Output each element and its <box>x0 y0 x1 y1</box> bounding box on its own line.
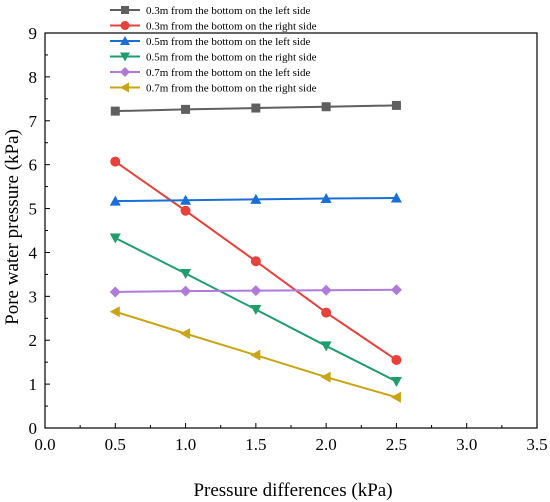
x-tick-label: 0.5 <box>105 435 126 454</box>
y-tick-label: 7 <box>29 112 38 131</box>
data-point <box>180 285 192 297</box>
legend-item-5: 0.7m from the bottom on the left side <box>110 67 310 79</box>
y-tick-label: 8 <box>29 68 38 87</box>
x-tick-label: 2.0 <box>316 435 337 454</box>
data-point <box>320 371 331 383</box>
data-point <box>321 102 331 112</box>
x-tick-label: 3.5 <box>526 435 547 454</box>
y-tick-label: 1 <box>29 375 38 394</box>
data-point <box>109 233 121 244</box>
data-point <box>180 328 191 340</box>
y-axis-title: Pore water pressure (kPa) <box>2 129 23 325</box>
legend-label: 0.3m from the bottom on the right side <box>146 21 317 33</box>
legend-marker <box>120 52 130 62</box>
legend-item-6: 0.7m from the bottom on the right side <box>110 82 317 95</box>
data-point <box>109 195 121 206</box>
data-point <box>250 305 262 315</box>
y-tick-label: 2 <box>29 331 38 350</box>
legend-marker <box>120 36 130 45</box>
x-tick-label: 0.0 <box>34 435 55 454</box>
x-tick-label: 1.0 <box>175 435 196 454</box>
data-point <box>180 269 192 280</box>
legend-label: 0.3m from the bottom on the left side <box>146 5 310 17</box>
data-point <box>250 193 262 204</box>
legend-marker <box>120 67 130 77</box>
legend-item-4: 0.5m from the bottom on the right side <box>110 52 317 64</box>
x-tick-label: 1.5 <box>245 435 266 454</box>
y-tick-label: 0 <box>29 419 38 438</box>
data-point <box>250 285 262 297</box>
data-point <box>109 306 120 318</box>
data-point <box>180 205 191 216</box>
legend-item-1: 0.3m from the bottom on the left side <box>110 5 310 17</box>
data-point <box>391 100 401 110</box>
legend-item-3: 0.5m from the bottom on the left side <box>110 36 310 48</box>
series-3 <box>109 192 402 206</box>
data-point <box>390 376 402 387</box>
series-1 <box>110 100 401 116</box>
data-point <box>390 192 402 203</box>
data-point <box>320 192 332 203</box>
y-tick-label: 9 <box>29 24 38 43</box>
legend-label: 0.5m from the bottom on the right side <box>146 52 317 64</box>
x-tick-label: 3.0 <box>456 435 477 454</box>
legend: 0.3m from the bottom on the left side 0.3… <box>110 5 317 95</box>
y-tick-label: 3 <box>29 287 38 306</box>
y-tick-label: 4 <box>29 243 38 262</box>
data-point <box>250 349 261 361</box>
plot-area: 0.0 0.5 1.0 1.5 2.0 2.5 3.0 3.5 0 1 2 3 4 5 6 7 8 9 <box>29 24 548 454</box>
legend-label: 0.7m from the bottom on the left side <box>146 67 310 79</box>
series-2 <box>110 156 402 365</box>
data-point <box>320 284 332 296</box>
series-6 <box>109 306 401 403</box>
legend-label: 0.5m from the bottom on the left side <box>146 36 310 48</box>
data-point <box>320 341 332 352</box>
legend-marker <box>120 82 129 93</box>
x-tick-label: 2.5 <box>386 435 407 454</box>
data-point <box>391 354 402 365</box>
y-tick-label: 5 <box>29 200 38 219</box>
legend-item-2: 0.3m from the bottom on the right side <box>110 21 317 33</box>
series-5 <box>109 284 402 298</box>
data-point <box>251 103 261 113</box>
legend-marker <box>121 6 129 14</box>
legend-marker <box>120 21 130 30</box>
series-4 <box>109 233 402 387</box>
data-point <box>250 256 261 267</box>
data-point <box>321 307 332 318</box>
legend-label: 0.7m from the bottom on the right side <box>146 83 317 95</box>
data-point <box>181 104 191 114</box>
data-point <box>110 156 121 167</box>
data-point <box>180 194 192 205</box>
data-point <box>110 106 120 116</box>
data-point <box>390 284 402 296</box>
data-point <box>390 391 401 403</box>
y-tick-label: 6 <box>29 156 38 175</box>
x-axis-title: Pressure differences (kPa) <box>193 480 392 501</box>
data-point <box>109 286 121 298</box>
